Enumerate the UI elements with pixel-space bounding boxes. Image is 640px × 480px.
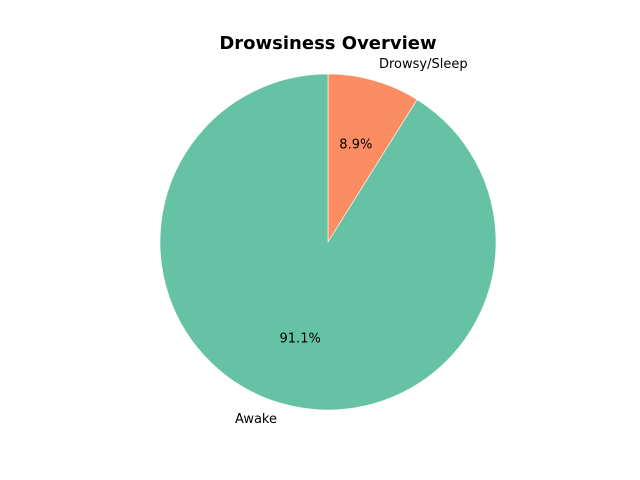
pct-label-awake: 91.1% bbox=[280, 331, 321, 346]
slice-label-drowsy-sleep: Drowsy/Sleep bbox=[379, 57, 468, 72]
pct-label-drowsy-sleep: 8.9% bbox=[339, 138, 372, 153]
chart-title: Drowsiness Overview bbox=[219, 33, 436, 54]
pie-labels: Drowsy/Sleep 8.9% Awake 91.1% bbox=[235, 57, 468, 427]
pie-slice-drowsy-sleep bbox=[327, 73, 418, 244]
pie-slices bbox=[159, 73, 497, 411]
pie-slice-awake bbox=[159, 73, 497, 411]
slice-label-awake: Awake bbox=[235, 412, 277, 427]
